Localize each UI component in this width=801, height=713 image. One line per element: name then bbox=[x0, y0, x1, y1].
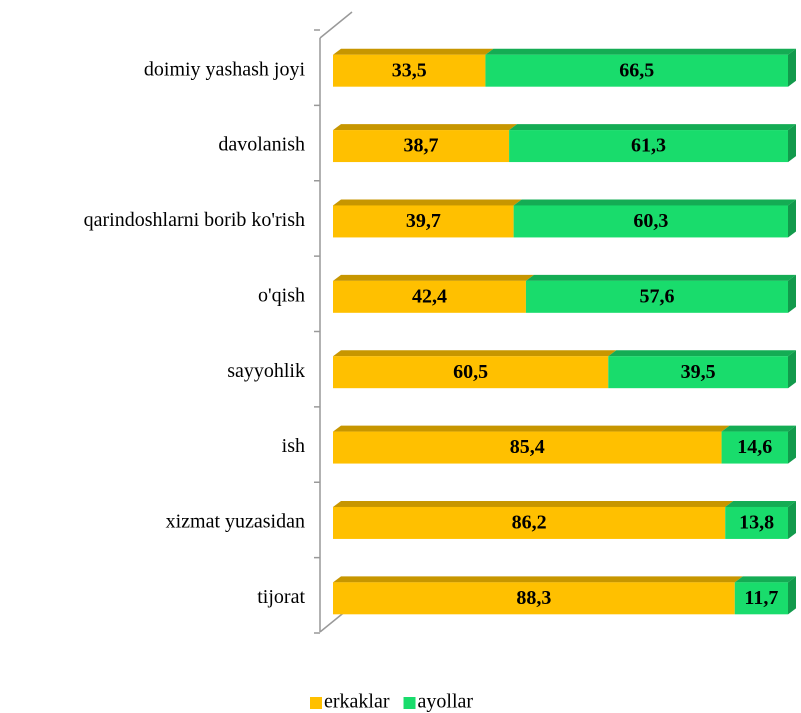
bar bbox=[734, 582, 788, 615]
category-label: qarindoshlarni borib ko'rish bbox=[84, 209, 305, 231]
bar-top bbox=[333, 576, 743, 583]
bar-top bbox=[608, 350, 796, 357]
bar-side bbox=[788, 350, 796, 389]
value-label: 86,2 bbox=[512, 512, 547, 534]
bar bbox=[333, 506, 726, 539]
category-label: tijorat bbox=[257, 586, 305, 608]
bar bbox=[333, 431, 722, 464]
value-label: 39,5 bbox=[681, 361, 716, 383]
bar-top bbox=[333, 48, 494, 55]
value-label: 85,4 bbox=[510, 436, 545, 458]
value-label: 66,5 bbox=[619, 59, 654, 81]
category-label: sayyohlik bbox=[227, 360, 305, 382]
bar bbox=[721, 431, 788, 464]
value-label: 38,7 bbox=[404, 135, 439, 157]
legend-swatch bbox=[310, 697, 322, 709]
bar-top bbox=[333, 199, 522, 206]
bar bbox=[513, 205, 788, 238]
bar-top bbox=[509, 124, 796, 131]
value-label: 42,4 bbox=[412, 285, 447, 307]
wall-edge bbox=[319, 11, 353, 39]
bar-side bbox=[788, 274, 796, 313]
category-label: xizmat yuzasidan bbox=[166, 511, 305, 533]
bar bbox=[725, 506, 788, 539]
bar bbox=[333, 582, 735, 615]
value-label: 60,5 bbox=[453, 361, 488, 383]
value-label: 11,7 bbox=[744, 587, 778, 609]
category-label: doimiy yashash joyi bbox=[144, 58, 306, 80]
value-label: 14,6 bbox=[737, 436, 772, 458]
bar-top bbox=[513, 199, 796, 206]
bar bbox=[333, 130, 510, 163]
bar-top bbox=[333, 350, 617, 357]
value-label: 57,6 bbox=[639, 285, 674, 307]
bar-side bbox=[788, 576, 796, 615]
value-label: 33,5 bbox=[392, 59, 427, 81]
bar-top bbox=[333, 274, 534, 281]
bar-top bbox=[734, 576, 796, 583]
value-label: 88,3 bbox=[516, 587, 551, 609]
bar-side bbox=[788, 199, 796, 238]
bar bbox=[333, 205, 514, 238]
wall bbox=[319, 11, 353, 633]
bar-top bbox=[485, 48, 796, 55]
bar-side bbox=[788, 425, 796, 464]
category-label: o'qish bbox=[258, 284, 305, 306]
bar-top bbox=[525, 274, 796, 281]
bar-top bbox=[333, 500, 734, 507]
category-label: davolanish bbox=[218, 134, 305, 156]
bar bbox=[608, 356, 788, 389]
bar bbox=[333, 54, 486, 87]
bar bbox=[333, 356, 609, 389]
legend-label: ayollar bbox=[418, 691, 474, 713]
legend-label: erkaklar bbox=[324, 691, 390, 713]
bar bbox=[525, 280, 788, 313]
value-label: 60,3 bbox=[633, 210, 668, 232]
bar-top bbox=[333, 425, 730, 432]
bar-top bbox=[721, 425, 796, 432]
bar bbox=[333, 280, 526, 313]
legend-swatch bbox=[403, 697, 416, 709]
bar bbox=[485, 54, 788, 87]
bar-side bbox=[788, 500, 796, 539]
bar-side bbox=[788, 124, 796, 163]
category-label: ish bbox=[282, 435, 305, 457]
bar bbox=[509, 130, 788, 163]
bar-top bbox=[725, 500, 796, 507]
value-label: 13,8 bbox=[739, 512, 774, 534]
value-label: 39,7 bbox=[406, 210, 441, 232]
bar-top bbox=[333, 124, 518, 131]
bar-side bbox=[788, 48, 796, 87]
value-label: 61,3 bbox=[631, 135, 666, 157]
